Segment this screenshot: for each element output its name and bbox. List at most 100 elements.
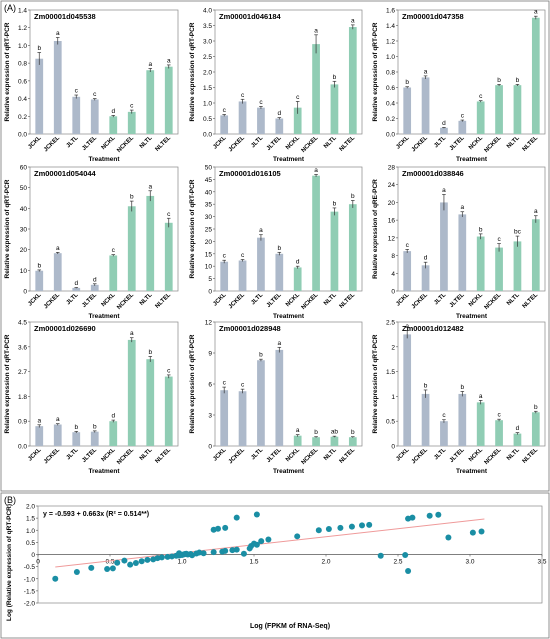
y-tick-label: 2.5 <box>386 320 395 327</box>
significance-letter: c <box>406 242 410 249</box>
significance-letter: a <box>56 30 60 37</box>
significance-letter: b <box>333 200 337 207</box>
y-tick-label: 50 <box>205 165 213 172</box>
y-tick-label: 0 <box>208 289 212 296</box>
x-axis-label: Treatment <box>88 156 120 163</box>
significance-letter: c <box>241 382 245 389</box>
scatter-point <box>127 561 134 568</box>
scatter-point <box>315 527 322 534</box>
significance-letter: c <box>167 211 171 218</box>
significance-letter: a <box>278 340 282 347</box>
y-tick-label: 0.5 <box>26 540 35 547</box>
significance-letter: b <box>534 404 538 411</box>
bar <box>421 393 430 446</box>
chart-title: Zm00001d038846 <box>402 169 464 178</box>
y-axis-label: Relative expression of qRT-PCR <box>189 22 196 121</box>
y-tick-label: 2.5 <box>203 54 212 61</box>
y-tick-label: 3 <box>208 413 212 420</box>
scatter-point <box>359 522 365 529</box>
significance-letter: a <box>37 417 41 424</box>
bar <box>312 44 320 134</box>
bar <box>275 349 284 446</box>
y-tick-label: 16 <box>388 218 396 225</box>
significance-letter: b <box>424 382 428 389</box>
y-tick-label: 20 <box>205 239 213 246</box>
significance-letter: c <box>296 94 300 101</box>
significance-letter: c <box>223 380 227 387</box>
scatter-point <box>109 565 116 572</box>
bar <box>348 27 357 134</box>
bar <box>127 339 136 446</box>
y-axis-label: Relative expression of qRT-PCR <box>372 334 379 433</box>
bar <box>348 437 357 446</box>
significance-letter: a <box>534 208 538 215</box>
y-axis-label: Relative expression of qRT-PCR <box>189 179 196 278</box>
bar <box>35 270 44 291</box>
y-tick-label: 0.0 <box>386 132 395 139</box>
x-tick-label: 2.5 <box>393 559 402 566</box>
scatter-point <box>176 550 183 557</box>
y-tick-label: 1.0 <box>26 528 35 535</box>
scatter-point <box>348 523 355 530</box>
y-tick-label: 25 <box>205 227 213 234</box>
y-tick-label: 2.0 <box>26 504 35 511</box>
bar <box>127 206 136 291</box>
significance-letter: c <box>461 113 465 120</box>
y-tick-label: 1.2 <box>18 25 27 32</box>
bar <box>330 211 339 291</box>
significance-letter: b <box>405 79 409 86</box>
scatter-point <box>196 549 203 556</box>
bar <box>513 433 522 446</box>
significance-letter: a <box>314 27 318 34</box>
y-tick-label: 50 <box>20 185 28 192</box>
bar <box>293 107 302 134</box>
y-tick-label: 40 <box>20 206 28 213</box>
y-tick-label: 4.5 <box>18 320 27 327</box>
y-tick-label: 12 <box>388 235 396 242</box>
x-tick-label: 3.5 <box>537 559 546 566</box>
y-tick-label: 0.8 <box>18 61 27 68</box>
bar <box>476 101 485 134</box>
y-tick-label: 15 <box>205 251 213 258</box>
bar <box>476 236 485 291</box>
scatter-point <box>478 528 485 535</box>
bar <box>72 432 81 446</box>
significance-letter: b <box>37 45 41 52</box>
scatter-point <box>251 540 257 547</box>
y-tick-label: 0.4 <box>386 101 395 108</box>
y-axis-label: Relative expression of qRE-PCR <box>372 179 379 279</box>
bar <box>72 96 81 134</box>
x-tick-label: 3.0 <box>465 559 474 566</box>
bar <box>495 420 503 446</box>
bar <box>90 99 99 134</box>
significance-letter: a <box>442 187 446 194</box>
significance-letter: b <box>148 349 152 356</box>
y-tick-label: -2.0 <box>24 601 36 608</box>
significance-letter: a <box>148 183 152 190</box>
x-axis-label: Treatment <box>88 468 120 475</box>
y-tick-label: 0.0 <box>203 132 212 139</box>
bar <box>127 111 136 134</box>
x-axis-label: Treatment <box>273 156 305 163</box>
y-tick-label: 60 <box>20 165 28 172</box>
panel-label-a: (A) <box>4 3 16 13</box>
bar <box>531 412 540 446</box>
significance-letter: d <box>74 280 78 287</box>
scatter-point <box>435 511 442 518</box>
y-axis-label: Relative expression of qRT-PCR <box>372 22 379 121</box>
scatter-point <box>73 568 80 575</box>
bar <box>403 87 412 134</box>
scatter-point <box>210 549 217 556</box>
significance-letter: d <box>111 413 115 420</box>
significance-letter: a <box>296 427 300 434</box>
y-tick-label: 0.9 <box>18 419 27 426</box>
significance-letter: c <box>223 107 227 114</box>
x-axis-label: Treatment <box>456 313 488 320</box>
scatter-point <box>144 556 151 563</box>
y-axis-label: Relative expression of qRT-PCR <box>189 334 196 433</box>
significance-letter: a <box>351 17 355 24</box>
y-tick-label: 3.5 <box>203 23 212 30</box>
chart-title: Zm00001d046184 <box>219 12 282 21</box>
significance-letter: c <box>497 236 501 243</box>
